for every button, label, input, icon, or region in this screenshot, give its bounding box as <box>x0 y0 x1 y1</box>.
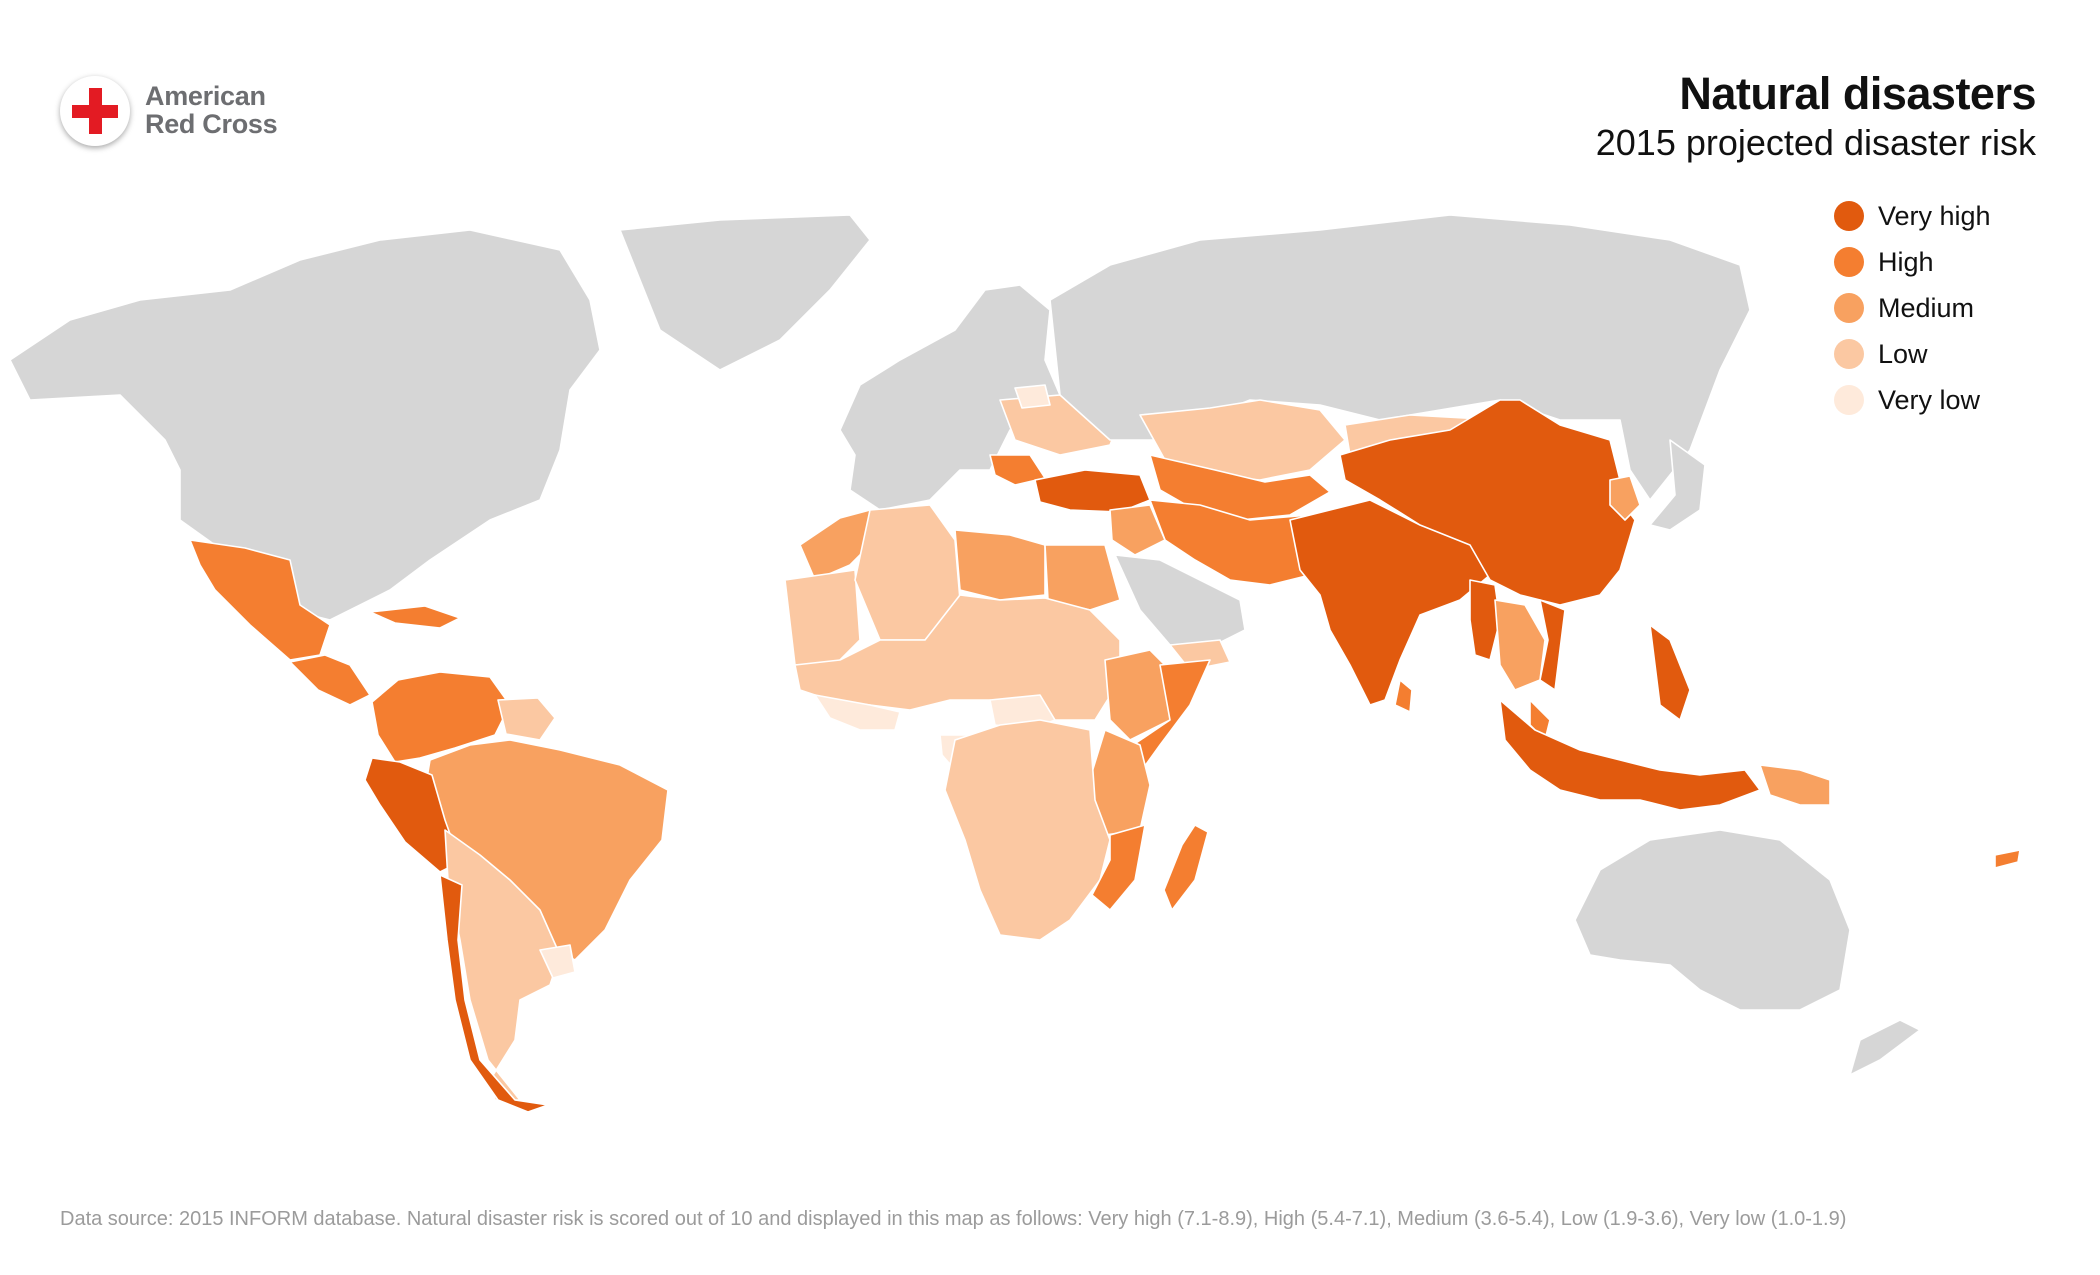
region-somalia <box>1132 659 1211 771</box>
region-arabian-peninsula <box>1114 554 1246 651</box>
region-japan <box>1649 439 1706 531</box>
red-cross-badge <box>60 76 130 146</box>
region-egypt <box>1044 544 1121 611</box>
region-greenland <box>619 214 871 371</box>
legend-label-very-low: Very low <box>1878 385 1981 415</box>
region-pacific-islands <box>1994 849 2021 869</box>
region-coastal-west-africa <box>814 694 901 731</box>
legend-swatch-medium <box>1834 293 1864 323</box>
map-title: Natural disasters <box>1679 68 2036 119</box>
region-western-sahara-and-mauritania <box>784 569 861 666</box>
region-north-america <box>9 229 601 621</box>
region-colombia-and-venezuela <box>371 671 511 763</box>
region-korean-peninsula <box>1609 475 1641 521</box>
brand-name-line-1: American <box>145 81 266 111</box>
region-india-and-south-asia <box>1289 499 1491 706</box>
region-indonesia <box>1499 699 1761 811</box>
region-mexico <box>189 539 331 661</box>
legend-swatch-low <box>1834 339 1864 369</box>
data-source-footnote: Data source: 2015 INFORM database. Natur… <box>60 1208 1847 1230</box>
region-thailand-laos-and-cambodia <box>1494 599 1546 691</box>
region-china <box>1339 399 1636 606</box>
region-australia <box>1574 829 1851 1011</box>
region-central-and-southern-africa <box>944 719 1111 941</box>
legend-label-medium: Medium <box>1878 293 1975 323</box>
region-caribbean <box>369 605 461 629</box>
region-balkans <box>989 454 1046 486</box>
region-levant-and-iraq <box>1109 504 1166 556</box>
region-turkey <box>1034 469 1151 513</box>
legend-label-high: High <box>1878 247 1934 277</box>
region-madagascar <box>1163 824 1209 911</box>
region-moldova <box>1014 384 1051 409</box>
region-new-zealand <box>1849 1019 1921 1076</box>
map-subtitle: 2015 projected disaster risk <box>1595 122 2036 163</box>
legend-label-low: Low <box>1878 339 1928 369</box>
region-mozambique <box>1091 824 1146 911</box>
legend-swatch-very-low <box>1834 385 1864 415</box>
region-chile <box>439 874 549 1113</box>
region-papua-new-guinea <box>1759 764 1831 806</box>
region-philippines <box>1649 624 1691 721</box>
region-myanmar <box>1469 579 1501 661</box>
legend-swatch-very-high <box>1834 201 1864 231</box>
legend-swatch-high <box>1834 247 1864 277</box>
region-guianas <box>497 697 556 741</box>
region-sri-lanka <box>1394 679 1413 713</box>
region-bolivia-paraguay-and-argentina <box>444 829 561 1101</box>
region-central-america <box>289 654 371 706</box>
brand-name-line-2: Red Cross <box>145 109 278 139</box>
region-libya <box>954 529 1046 601</box>
legend-label-very-high: Very high <box>1878 201 1991 231</box>
region-vietnam <box>1539 599 1566 691</box>
region-uruguay <box>539 944 576 979</box>
red-cross-icon <box>72 88 118 134</box>
brand-logo: American Red Cross <box>60 72 300 152</box>
